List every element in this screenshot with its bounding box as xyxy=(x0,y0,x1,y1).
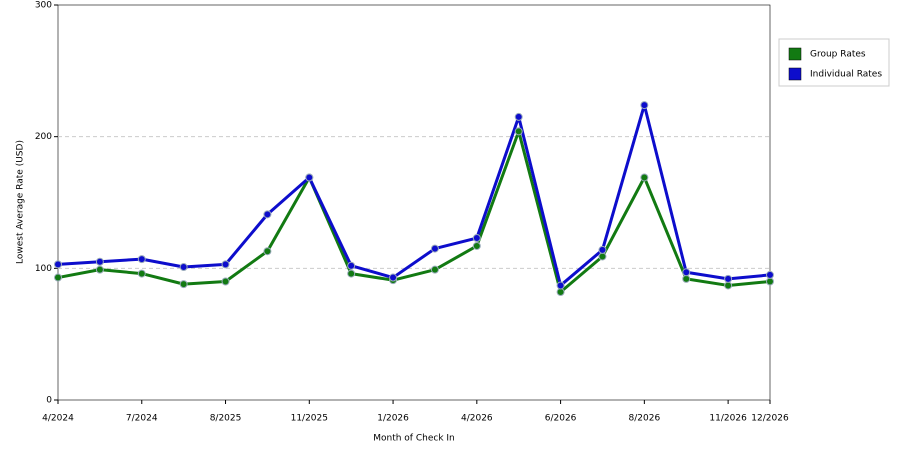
point xyxy=(598,245,607,254)
x-tick-label: 11/2025 xyxy=(291,414,328,424)
y-tick-label: 0 xyxy=(46,396,52,406)
x-tick-label: 11/2026 xyxy=(709,414,747,424)
point xyxy=(54,273,62,282)
series-line xyxy=(57,103,771,287)
point xyxy=(556,288,565,297)
point xyxy=(514,112,523,121)
point xyxy=(263,247,272,256)
point xyxy=(766,270,774,279)
legend-label: Individual Rates xyxy=(810,70,882,80)
point xyxy=(640,173,649,182)
x-tick-label: 8/2025 xyxy=(210,414,242,424)
x-axis-label: Month of Check In xyxy=(373,434,455,444)
point xyxy=(221,277,230,286)
point xyxy=(682,274,691,283)
point xyxy=(472,234,481,243)
legend-swatch xyxy=(788,47,802,61)
point xyxy=(556,281,565,290)
point xyxy=(179,280,188,289)
point xyxy=(724,274,733,283)
point xyxy=(430,244,439,253)
point xyxy=(640,101,649,110)
plot-frame xyxy=(57,4,771,401)
legend-label: Group Rates xyxy=(810,50,866,60)
point xyxy=(472,241,481,250)
x-tick-label: 6/2026 xyxy=(545,414,577,424)
x-tick-label: 4/2024 xyxy=(42,414,74,424)
point xyxy=(54,260,62,269)
y-tick-label: 100 xyxy=(35,264,52,274)
point xyxy=(263,210,272,219)
point xyxy=(305,173,314,182)
point xyxy=(137,255,146,264)
point xyxy=(347,269,356,278)
point xyxy=(389,273,398,282)
y-tick-label: 200 xyxy=(35,132,52,142)
point xyxy=(95,257,104,266)
point xyxy=(179,263,188,272)
point xyxy=(724,281,733,290)
x-tick-label: 8/2026 xyxy=(629,414,661,424)
point xyxy=(514,127,523,136)
point xyxy=(95,265,104,274)
point xyxy=(221,260,230,269)
legend-swatch xyxy=(788,67,802,81)
series-line xyxy=(57,129,771,294)
x-tick-label: 4/2026 xyxy=(461,414,493,424)
x-tick-label: 12/2026 xyxy=(751,414,789,424)
x-tick-label: 1/2026 xyxy=(377,414,409,424)
point xyxy=(766,277,774,286)
point xyxy=(598,252,607,261)
y-axis-label: Lowest Average Rate (USD) xyxy=(16,140,26,264)
point xyxy=(682,268,691,277)
x-tick-label: 7/2024 xyxy=(126,414,158,424)
point xyxy=(430,265,439,274)
y-tick-label: 300 xyxy=(35,1,52,11)
point xyxy=(137,269,146,278)
point xyxy=(347,261,356,270)
